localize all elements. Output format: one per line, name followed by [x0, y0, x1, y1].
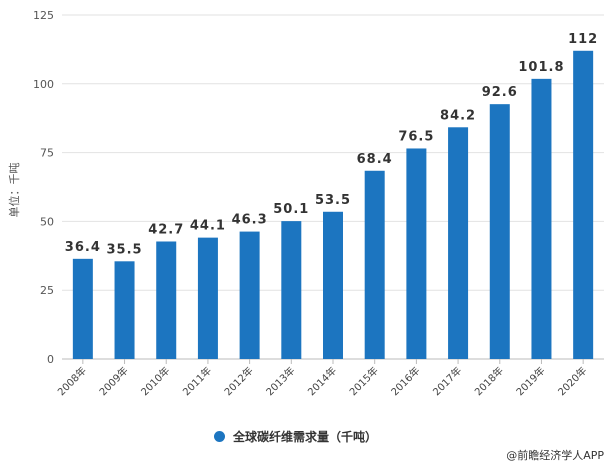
data-label: 44.1	[190, 219, 226, 234]
source-credit: @前瞻经济学人APP	[506, 449, 604, 462]
bar	[406, 148, 427, 359]
data-label: 53.5	[315, 193, 351, 208]
x-tick-label: 2009年	[96, 364, 130, 398]
x-tick-label: 2017年	[430, 364, 464, 398]
y-axis-label: 单位：千吨	[7, 163, 21, 218]
data-label: 76.5	[398, 129, 434, 144]
x-tick-label: 2013年	[263, 364, 297, 398]
bar	[323, 211, 343, 359]
bar	[531, 78, 552, 359]
bar	[448, 127, 469, 359]
data-label: 42.7	[148, 222, 184, 237]
data-label: 46.3	[232, 213, 268, 228]
x-tick-label: 2018年	[472, 364, 506, 398]
bar	[573, 50, 594, 359]
data-label: 84.2	[440, 108, 476, 123]
y-tick-label: 100	[33, 78, 54, 91]
data-label: 35.5	[106, 242, 142, 257]
bar	[364, 170, 385, 359]
bar	[281, 221, 302, 359]
y-tick-label: 125	[33, 9, 54, 22]
bar	[114, 261, 135, 359]
data-label: 101.8	[518, 60, 564, 75]
x-tick-label: 2019年	[513, 364, 547, 398]
legend-label: 全球碳纤维需求量（千吨）	[233, 430, 378, 444]
x-tick-label: 2011年	[180, 364, 214, 398]
bar	[72, 258, 93, 359]
x-tick-label: 2015年	[347, 364, 381, 398]
y-tick-label: 25	[40, 284, 54, 297]
legend-marker	[214, 431, 225, 442]
y-tick-label: 0	[47, 353, 54, 366]
x-tick-label: 2016年	[388, 364, 422, 398]
bar	[197, 237, 218, 359]
data-label: 50.1	[273, 202, 309, 217]
bar	[239, 231, 260, 359]
data-label: 68.4	[357, 152, 393, 167]
x-tick-label: 2014年	[305, 364, 339, 398]
data-label: 36.4	[65, 240, 101, 255]
x-tick-label: 2020年	[555, 364, 589, 398]
x-tick-label: 2008年	[55, 364, 89, 398]
bar	[156, 241, 177, 359]
x-tick-label: 2012年	[221, 364, 255, 398]
y-tick-label: 75	[40, 147, 54, 160]
y-tick-label: 50	[40, 215, 54, 228]
data-label: 92.6	[482, 85, 518, 100]
x-tick-label: 2010年	[138, 364, 172, 398]
bar	[489, 104, 510, 360]
legend: 全球碳纤维需求量（千吨）	[214, 428, 377, 445]
data-label: 112	[568, 32, 598, 47]
